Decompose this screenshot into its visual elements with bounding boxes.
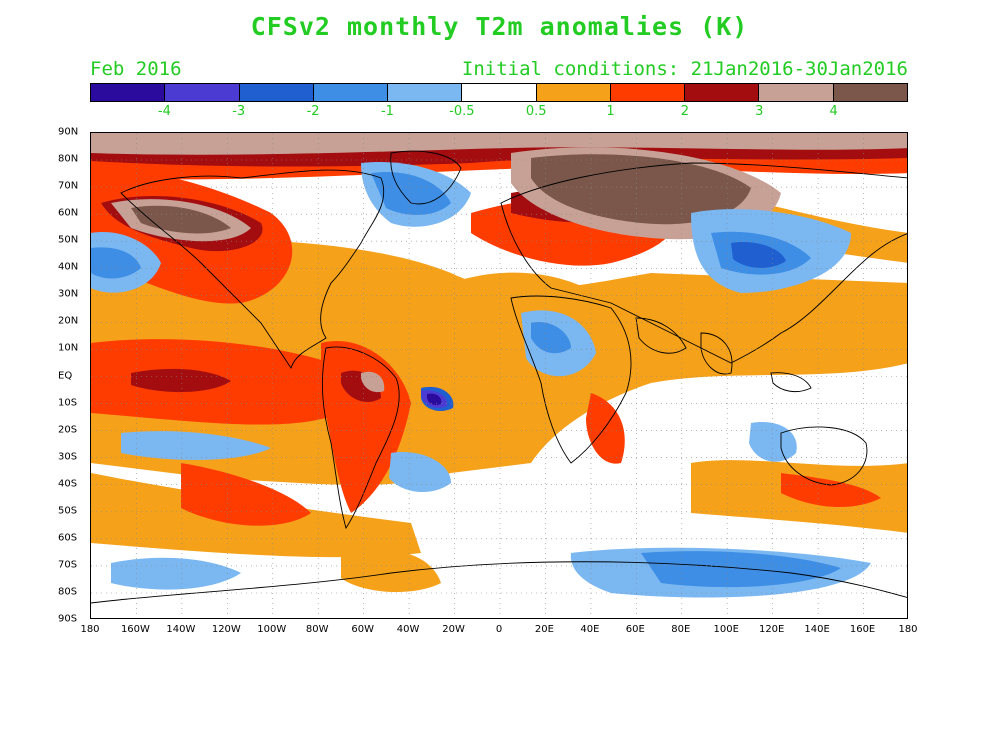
legend-swatch	[685, 84, 760, 101]
longitude-tick-label: 40E	[580, 624, 600, 635]
longitude-tick-label: 20E	[534, 624, 554, 635]
legend-label: 0.5	[525, 104, 547, 119]
latitude-tick-label: 50S	[58, 505, 78, 517]
longitude-tick-label: 80W	[305, 624, 329, 635]
cool-anomaly-4k	[427, 393, 442, 406]
longitude-tick-label: 160W	[120, 624, 150, 635]
latitude-tick-label: 40S	[58, 478, 78, 490]
anomaly-map	[90, 132, 908, 619]
anomaly-field	[91, 133, 907, 618]
valid-month: Feb 2016	[90, 58, 182, 80]
legend-swatch	[833, 84, 907, 101]
latitude-tick-label: 30N	[58, 288, 79, 300]
latitude-tick-label: 40N	[58, 261, 79, 273]
latitude-tick-label: 70S	[58, 559, 78, 571]
latitude-tick-label: 90S	[58, 613, 78, 625]
latitude-tick-label: 30S	[58, 451, 78, 463]
longitude-tick-label: 60W	[351, 624, 374, 635]
legend-swatch	[536, 84, 611, 101]
longitude-tick-label: 180	[80, 624, 100, 635]
legend-swatch	[388, 84, 463, 101]
latitude-tick-label: 20S	[58, 424, 78, 436]
longitude-tick-label: 100E	[713, 624, 739, 635]
longitude-tick-label: 100W	[257, 624, 287, 635]
latitude-tick-label: 20N	[58, 315, 79, 327]
latitude-tick-label: 90N	[58, 126, 79, 138]
legend-label: -0.5	[449, 104, 475, 119]
latitude-tick-label: 60N	[58, 207, 79, 219]
legend-label: 2	[680, 104, 690, 119]
coastlines	[91, 150, 907, 604]
legend-swatch	[239, 84, 314, 101]
map-title: CFSv2 monthly T2m anomalies (K)	[250, 12, 749, 41]
legend-label: -3	[232, 104, 246, 119]
latitude-tick-label: 10N	[58, 342, 79, 354]
longitude-tick-label: 60E	[625, 624, 645, 635]
color-legend-labels: -4 -3 -2 -1 -0.5 0.5 1 2 3 4	[90, 104, 908, 122]
latitude-tick-label: EQ	[58, 370, 73, 381]
legend-swatch	[91, 84, 166, 101]
initial-conditions: Initial conditions: 21Jan2016-30Jan2016	[461, 58, 908, 80]
legend-label: 4	[829, 104, 838, 119]
longitude-tick-label: 20W	[442, 624, 465, 635]
latitude-tick-label: 80N	[58, 153, 79, 165]
legend-label: -4	[157, 104, 171, 119]
legend-label: -2	[306, 104, 320, 119]
longitude-tick-label: 140W	[166, 624, 196, 635]
graticule	[91, 133, 907, 618]
legend-swatch	[165, 84, 240, 101]
longitude-tick-label: 160E	[849, 624, 876, 635]
legend-label: 3	[755, 104, 764, 119]
legend-swatch	[462, 84, 537, 101]
latitude-tick-label: 70N	[58, 180, 79, 192]
color-legend	[90, 83, 908, 102]
longitude-tick-label: 120W	[211, 624, 241, 635]
longitude-tick-label: 120E	[758, 624, 785, 635]
legend-label: -1	[380, 104, 394, 119]
longitude-tick-label: 140E	[804, 624, 830, 635]
latitude-tick-label: 60S	[58, 532, 78, 544]
legend-swatch	[759, 84, 834, 101]
longitude-tick-label: 0	[495, 624, 503, 635]
latitude-tick-label: 10S	[58, 397, 78, 409]
latitude-tick-label: 50N	[58, 234, 79, 246]
longitude-tick-label: 80E	[671, 624, 691, 635]
warm-anomaly-4k	[91, 133, 907, 393]
legend-swatch	[313, 84, 389, 101]
legend-swatch	[610, 84, 686, 101]
longitude-tick-label: 40W	[396, 624, 420, 635]
longitude-tick-label: 180	[898, 624, 918, 635]
legend-label: 1	[606, 104, 615, 119]
latitude-tick-label: 80S	[58, 586, 78, 598]
